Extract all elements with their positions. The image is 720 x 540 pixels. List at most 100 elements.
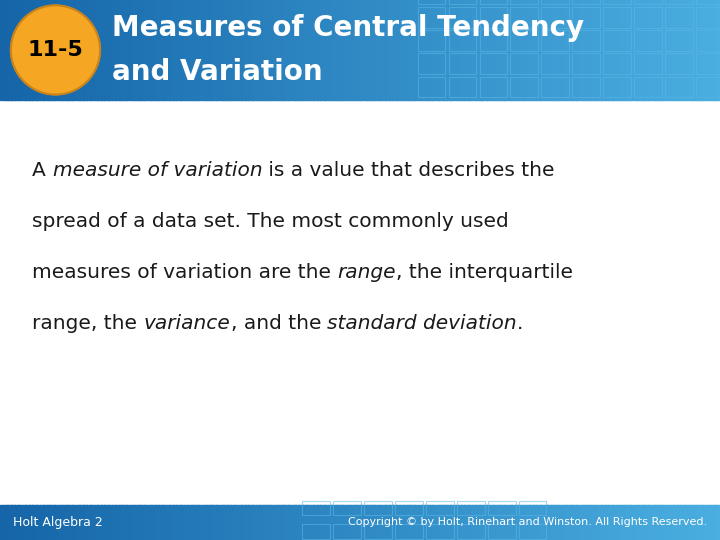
Bar [576, 505, 580, 540]
Bar [449, 30, 476, 51]
Text: measures of variation are the: measures of variation are the [32, 263, 338, 282]
Bar [395, 501, 423, 515]
Bar [173, 505, 177, 540]
Bar [4, 505, 8, 540]
Bar [364, 0, 368, 100]
Bar [151, 0, 156, 100]
Bar [428, 0, 433, 100]
Bar [302, 0, 307, 100]
Text: is a value that describes the: is a value that describes the [262, 160, 554, 179]
Bar [637, 0, 642, 100]
Bar [670, 505, 674, 540]
Bar [634, 53, 662, 74]
Bar [511, 0, 516, 100]
Bar [414, 0, 418, 100]
Bar [583, 505, 588, 540]
Bar [630, 505, 634, 540]
Bar [61, 0, 66, 100]
Bar [414, 505, 418, 540]
Bar [691, 0, 696, 100]
Bar [356, 0, 361, 100]
Bar [500, 0, 505, 100]
Bar [227, 505, 231, 540]
Text: variance: variance [144, 314, 230, 333]
Bar [155, 0, 159, 100]
Bar [25, 0, 30, 100]
Bar [36, 0, 40, 100]
Bar [241, 0, 246, 100]
Bar [696, 7, 720, 28]
Bar [61, 505, 66, 540]
Bar [202, 505, 206, 540]
Bar [367, 0, 372, 100]
Bar [449, 53, 476, 74]
Bar [562, 0, 566, 100]
Bar [176, 505, 181, 540]
Bar [541, 0, 569, 4]
Bar [583, 0, 588, 100]
Bar [572, 0, 600, 4]
Bar [94, 505, 98, 540]
Bar [338, 505, 343, 540]
Bar [655, 505, 660, 540]
Bar [194, 505, 199, 540]
Bar [662, 0, 667, 100]
Bar [306, 505, 310, 540]
Bar [407, 505, 411, 540]
Bar [688, 505, 692, 540]
Bar [378, 505, 382, 540]
Bar [706, 505, 710, 540]
Bar [18, 0, 22, 100]
Bar [83, 0, 87, 100]
Bar [11, 0, 15, 100]
Bar [526, 505, 530, 540]
Bar [83, 505, 87, 540]
Bar [166, 505, 170, 540]
Bar [457, 524, 485, 539]
Bar [248, 505, 253, 540]
Bar [637, 505, 642, 540]
Text: range: range [338, 263, 396, 282]
Text: .: . [517, 314, 523, 333]
Bar [158, 0, 163, 100]
Bar [696, 53, 720, 74]
Bar [50, 0, 55, 100]
Bar [137, 0, 141, 100]
Bar [486, 505, 490, 540]
Bar [313, 0, 318, 100]
Bar [295, 505, 300, 540]
Bar [353, 0, 357, 100]
Bar [421, 505, 426, 540]
Bar [47, 505, 51, 540]
Bar [126, 505, 130, 540]
Bar [331, 0, 336, 100]
Bar [480, 0, 507, 4]
Bar [421, 0, 426, 100]
Bar [274, 505, 278, 540]
Bar [680, 505, 685, 540]
Bar [360, 0, 364, 100]
Bar [382, 0, 386, 100]
Bar [36, 505, 40, 540]
Bar [702, 505, 706, 540]
Bar [536, 505, 541, 540]
Bar [665, 77, 693, 97]
Bar [245, 505, 249, 540]
Bar [558, 505, 562, 540]
Bar [603, 77, 631, 97]
Bar [644, 0, 649, 100]
Bar [515, 0, 519, 100]
Bar [58, 0, 62, 100]
Bar [590, 0, 595, 100]
Bar [32, 505, 37, 540]
Bar [342, 0, 346, 100]
Bar [22, 505, 26, 540]
Bar [198, 0, 202, 100]
Bar [353, 505, 357, 540]
Bar [47, 0, 51, 100]
Bar [436, 505, 440, 540]
Bar [292, 0, 296, 100]
Bar [541, 77, 569, 97]
Bar [43, 0, 48, 100]
Bar [608, 0, 613, 100]
